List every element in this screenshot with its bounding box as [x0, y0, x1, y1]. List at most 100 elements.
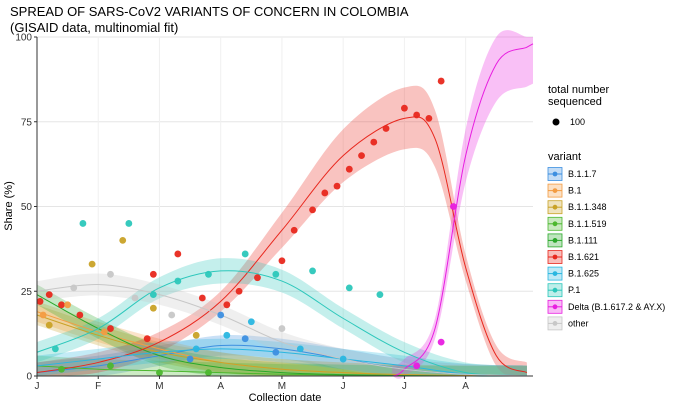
point-B.1.1.519 [205, 369, 212, 377]
point-other [107, 270, 114, 278]
point-P.1 [149, 291, 157, 299]
x-tick-label: A [462, 381, 469, 392]
series-lines [36, 43, 534, 377]
legend-key-dot [552, 287, 558, 293]
x-tick-label: J [341, 381, 346, 392]
point-B.1.1.7 [186, 355, 194, 363]
legend-title: variant [548, 151, 581, 163]
y-axis-label: Share (%) [3, 181, 15, 231]
point-Delta (B.1.617.2 & AY.X) [413, 362, 421, 370]
legend-key-dot [552, 321, 558, 326]
legend-key-dot [552, 188, 558, 194]
point-B.1.621 [309, 206, 316, 214]
point-B.1.621 [413, 111, 421, 119]
point-B.1.621 [333, 182, 341, 190]
point-P.1 [345, 284, 353, 292]
point-B.1.1.519 [58, 365, 65, 373]
point-P.1 [79, 220, 87, 227]
point-P.1 [241, 250, 249, 258]
y-tick-label: 0 [26, 372, 32, 383]
legend-key-dot [552, 238, 558, 243]
point-B.1.1.348 [192, 331, 200, 339]
point-B.1.621 [223, 301, 231, 309]
legend-label-B.1.621: B.1.621 [568, 252, 599, 262]
axes: 0 25 50 75 100 J F M A M J J A [15, 33, 533, 392]
size-legend-title-line2: sequenced [548, 96, 602, 108]
point-B.1.621 [107, 325, 114, 332]
series-line-other [36, 283, 527, 377]
y-tick-label: 25 [21, 287, 33, 298]
x-tick-label: A [217, 381, 224, 392]
point-P.1 [205, 270, 212, 278]
point-B.1.621 [358, 152, 365, 160]
legend-label-P.1: P.1 [568, 285, 580, 295]
point-B.1.621 [76, 311, 84, 319]
point-B.1 [100, 328, 108, 336]
series-line-B.1.625 [36, 348, 527, 377]
point-B.1.1.348 [119, 237, 127, 244]
band-B.1.1.348 [37, 304, 527, 377]
point-B.1.621 [437, 77, 445, 85]
size-legend-title: total number [548, 84, 609, 96]
point-Delta (B.1.617.2 & AY.X) [449, 203, 457, 210]
point-B.1.1.7 [241, 335, 249, 343]
legend-key-dot [552, 204, 558, 210]
point-P.1 [125, 220, 133, 227]
x-tick-label: M [278, 381, 286, 392]
legend-key-dot [552, 221, 558, 227]
variant-legend: variant B.1.1.7 B.1 B.1.1.348 B.1.1.519 B.1.… [547, 151, 665, 331]
point-B.1.621 [290, 226, 298, 234]
point-B.1.1.348 [45, 321, 53, 329]
point-B.1.1.7 [217, 311, 225, 319]
x-tick-label: F [95, 381, 101, 392]
point-B.1.621 [149, 270, 157, 278]
point-B.1 [64, 301, 72, 309]
band-other [37, 273, 527, 377]
band-Delta (B.1.617.2 & AY.X) [392, 30, 533, 379]
point-B.1.625 [247, 318, 255, 326]
size-legend-value: 100 [570, 117, 585, 127]
size-legend: total number sequenced 100 [548, 84, 609, 127]
point-B.1.621 [345, 165, 353, 173]
point-P.1 [376, 291, 384, 299]
point-B.1.621 [425, 114, 433, 122]
point-B.1.621 [58, 301, 65, 309]
legend-label-B.1.625: B.1.625 [568, 269, 599, 279]
point-B.1.625 [192, 345, 200, 353]
legend-label-B.1.111: B.1.111 [568, 235, 598, 245]
point-B.1.621 [174, 250, 182, 258]
point-other [278, 325, 286, 332]
chart-title: SPREAD OF SARS-CoV2 VARIANTS OF CONCERN … [10, 4, 409, 19]
legend-label-B.1: B.1 [568, 186, 582, 196]
point-B.1.621 [36, 298, 44, 305]
series-line-B.1.621 [36, 116, 528, 374]
y-tick-label: 75 [21, 117, 33, 128]
point-B.1.621 [370, 138, 378, 146]
point-B.1.1.7 [272, 348, 280, 356]
x-axis-label: Collection date [249, 392, 322, 404]
point-other [131, 294, 139, 302]
point-B.1.621 [278, 257, 286, 265]
band-B.1 [37, 301, 527, 377]
point-other [70, 284, 78, 292]
band-B.1.111 [37, 284, 527, 377]
point-B.1.621 [143, 335, 151, 343]
point-B.1.621 [235, 287, 243, 295]
band-B.1.625 [37, 338, 527, 377]
series-line-Delta (B.1.617.2 & AY.X) [391, 43, 534, 377]
point-P.1 [51, 345, 59, 353]
legend-key-dot [552, 304, 558, 310]
x-tick-label: J [402, 381, 407, 392]
legend-key-dot [552, 271, 558, 276]
point-B.1.621 [45, 291, 53, 299]
point-B.1 [39, 311, 47, 319]
point-B.1.625 [223, 331, 231, 339]
point-P.1 [272, 270, 280, 278]
point-P.1 [309, 267, 316, 275]
point-B.1.1.348 [88, 260, 96, 268]
legend-label-B.1.1.348: B.1.1.348 [568, 202, 607, 212]
legend-label-Delta (B.1.617.2 & AY.X): Delta (B.1.617.2 & AY.X) [568, 302, 665, 312]
point-B.1.625 [296, 345, 304, 353]
point-B.1.621 [254, 274, 261, 282]
